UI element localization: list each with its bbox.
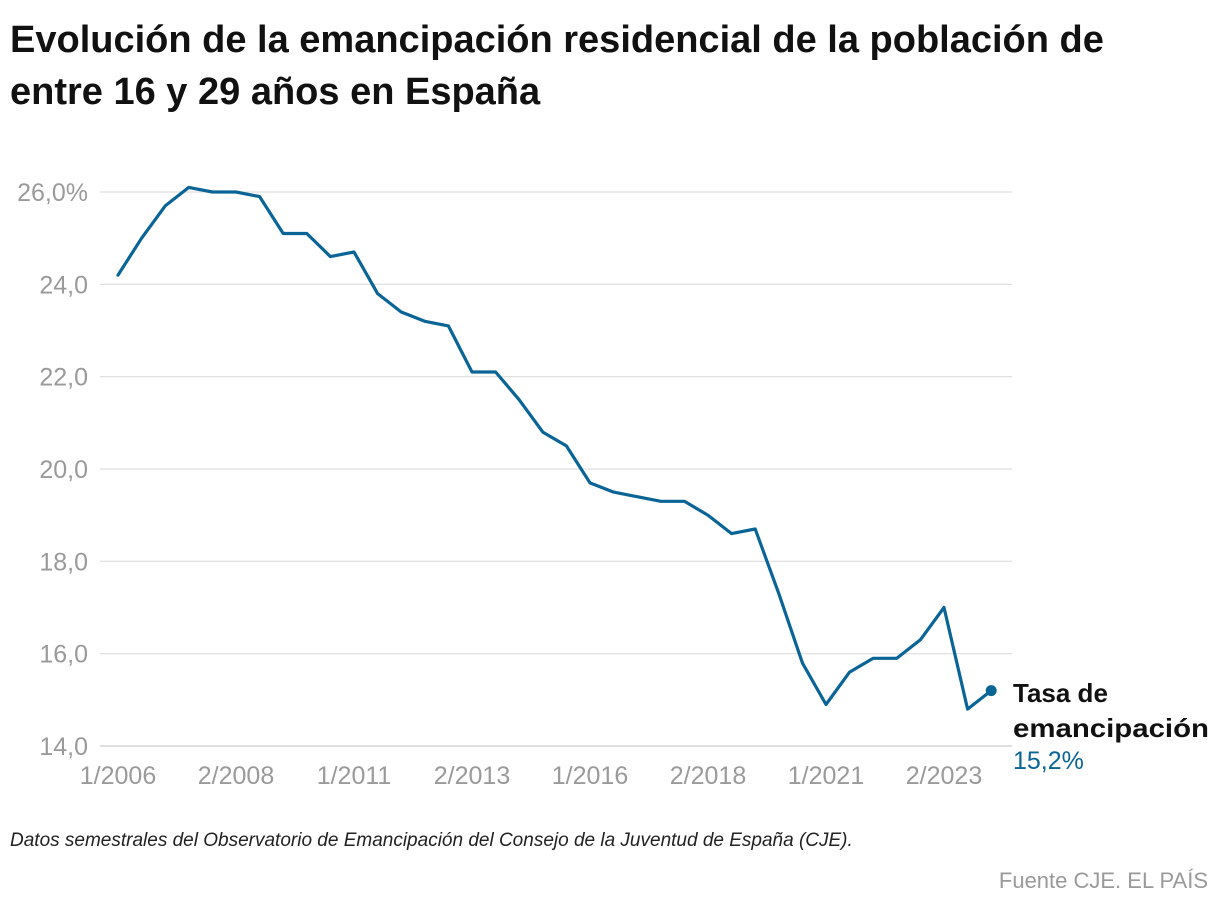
series-end-point xyxy=(985,685,997,697)
data-point xyxy=(163,204,167,208)
data-point xyxy=(588,481,592,485)
data-point xyxy=(328,255,332,259)
data-point xyxy=(848,670,852,674)
data-point xyxy=(612,490,616,494)
data-point xyxy=(234,190,238,194)
x-tick-label: 2/2013 xyxy=(434,762,510,790)
y-tick-label: 22,0 xyxy=(39,364,88,392)
data-point xyxy=(800,661,804,665)
data-point xyxy=(730,532,734,536)
data-point xyxy=(187,185,191,189)
x-tick-label: 2/2023 xyxy=(906,762,982,790)
chart-title: Evolución de la emancipación residencial… xyxy=(10,19,1104,113)
end-label-line1: Tasa de xyxy=(1013,678,1108,708)
data-point xyxy=(871,656,875,660)
data-point xyxy=(423,319,427,323)
data-point xyxy=(399,310,403,314)
data-point xyxy=(210,190,214,194)
x-axis-ticks: 1/2006 2/2008 1/2011 2/2013 1/2016 2/2018 1/20… xyxy=(80,762,982,790)
y-axis-ticks: 14,0 16,0 18,0 20,0 22,0 24,0 26,0% xyxy=(17,179,88,761)
data-point xyxy=(942,606,946,610)
data-point xyxy=(258,195,262,199)
end-label-value: 15,2% xyxy=(1013,747,1084,775)
end-label-line2: emancipación xyxy=(1013,713,1209,743)
data-point xyxy=(918,638,922,642)
data-point xyxy=(470,370,474,374)
data-point xyxy=(659,499,663,503)
x-tick-label: 1/2006 xyxy=(80,762,156,790)
data-point xyxy=(376,292,380,296)
y-tick-label: 24,0 xyxy=(39,271,88,299)
data-point xyxy=(352,250,356,254)
data-point xyxy=(777,592,781,596)
x-tick-label: 1/2016 xyxy=(552,762,628,790)
data-point xyxy=(305,232,309,236)
y-tick-label: 14,0 xyxy=(39,733,88,761)
data-point xyxy=(635,495,639,499)
data-point xyxy=(140,236,144,240)
data-point xyxy=(682,499,686,503)
data-point xyxy=(966,707,970,711)
data-point xyxy=(564,444,568,448)
y-tick-label: 16,0 xyxy=(39,641,88,669)
y-tick-label: 26,0% xyxy=(17,179,88,207)
x-tick-label: 2/2018 xyxy=(670,762,746,790)
data-point xyxy=(824,702,828,706)
y-tick-label: 18,0 xyxy=(39,548,88,576)
gridlines xyxy=(100,191,1012,747)
y-tick-label: 20,0 xyxy=(39,456,88,484)
data-point xyxy=(517,398,521,402)
x-tick-label: 2/2008 xyxy=(198,762,274,790)
data-point xyxy=(753,527,757,531)
data-point xyxy=(706,513,710,517)
chart-note: Datos semestrales del Observatorio de Em… xyxy=(10,830,853,851)
data-point xyxy=(541,430,545,434)
data-point xyxy=(446,324,450,328)
x-tick-label: 1/2011 xyxy=(317,762,392,790)
data-point xyxy=(895,656,899,660)
chart-source: Fuente CJE. EL PAÍS xyxy=(998,868,1208,893)
data-point xyxy=(281,232,285,236)
data-point xyxy=(494,370,498,374)
data-point xyxy=(116,273,120,277)
series-line-tasa-de-emancipacion xyxy=(116,185,993,711)
end-label: Tasa de emancipación 15,2% xyxy=(1013,678,1209,775)
x-tick-label: 1/2021 xyxy=(788,762,864,790)
series-layer xyxy=(116,185,997,711)
